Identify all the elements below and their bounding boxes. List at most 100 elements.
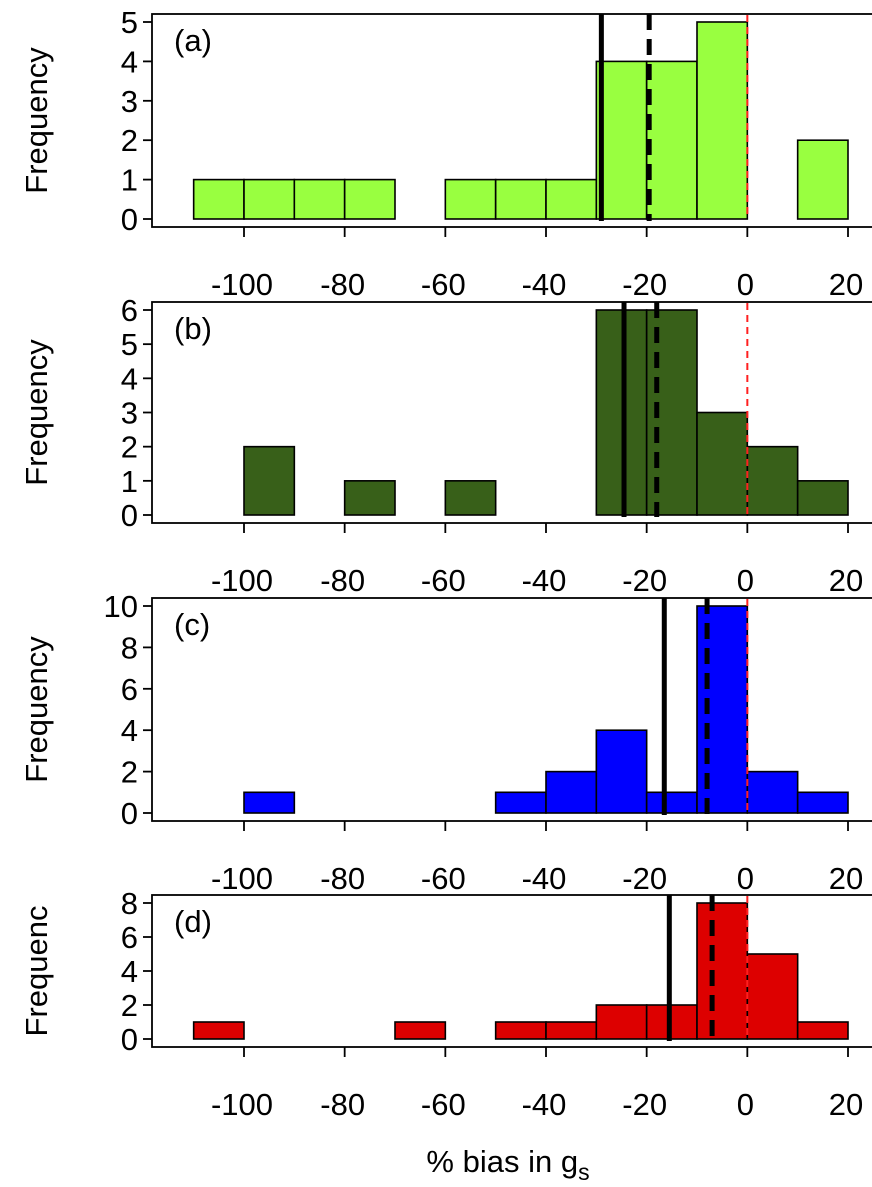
x-tick-label: -40 [522,267,567,302]
histogram-bar [645,60,698,220]
panel-a: 0 1 2 3 4 5 -100 -80 -60 -40 -20 0 20 (a) Frequency [19,5,872,302]
y-tick-label: 2 [121,123,138,158]
x-tick-label: -60 [421,1087,466,1122]
x-tick-label: -60 [421,267,466,302]
x-tick-label: 0 [737,267,754,302]
histogram-bar [444,480,497,516]
y-tick-label: 0 [121,796,138,831]
x-tick-label: -100 [211,267,273,302]
histogram-bar [696,605,749,814]
histogram-bar [746,445,799,516]
x-tick-label: -60 [421,861,466,896]
histogram-bar [494,178,547,220]
histogram-bar [595,729,648,814]
x-tick-label: -40 [522,861,567,896]
histogram-bar [192,1021,245,1040]
histogram-bar [494,1021,547,1040]
y-tick-label: 5 [121,5,138,40]
x-axis-title: % bias in gs [426,1144,589,1185]
histogram-bar [645,309,698,516]
x-tick-label: -40 [522,563,567,598]
histogram-bar [192,178,245,220]
panel-label: (a) [174,23,212,58]
panel-c: 0 2 4 6 8 10 -100 -80 -60 -40 -20 0 20 (c) Frequency [19,589,872,896]
histogram-bar [645,791,698,814]
x-tick-label: -80 [320,1087,365,1122]
panel-label: (c) [174,607,210,642]
histogram-bar [645,1004,698,1040]
y-tick-label: 3 [121,84,138,119]
y-tick-label: 0 [121,202,138,237]
histogram-bar [796,1021,849,1040]
x-tick-label: 20 [829,1087,863,1122]
histogram-bar [343,178,396,220]
histogram-bar [595,309,648,516]
x-tick-label: 0 [737,563,754,598]
histogram-bar [796,480,849,516]
y-tick-label: 4 [121,361,138,396]
histogram-bar [595,60,648,220]
histogram-bar [494,791,547,814]
histogram-bar [343,480,396,516]
y-tick-label: 1 [121,163,138,198]
y-tick-label: 2 [121,988,138,1023]
histogram-bar [595,1004,648,1040]
x-tick-label: -80 [320,861,365,896]
histogram-bar [444,178,497,220]
panel-label: (d) [174,904,212,939]
y-tick-label: 4 [121,713,138,748]
y-tick-label: 1 [121,464,138,499]
y-tick-label: 2 [121,755,138,790]
histogram-bar [545,1021,598,1040]
x-tick-label: -20 [622,267,667,302]
plot-frame [151,597,872,822]
y-tick-label: 3 [121,396,138,431]
y-axis-title: Frequency [19,47,54,194]
x-tick-label: -20 [622,563,667,598]
x-tick-label: -60 [421,563,466,598]
y-axis-title: Frequency [19,339,54,486]
y-tick-label: 5 [121,327,138,362]
histogram-bar [696,902,749,1040]
histogram-bar [545,770,598,814]
x-tick-label: 20 [829,861,863,896]
histogram-bar [243,445,296,516]
histogram-bar [746,953,799,1040]
x-tick-label: -20 [622,1087,667,1122]
y-axis-title: Frequenc [19,906,54,1037]
y-tick-label: 10 [104,589,138,624]
y-tick-label: 6 [121,920,138,955]
y-axis-title: Frequency [19,636,54,783]
x-tick-label: 0 [737,861,754,896]
histogram-bar [796,791,849,814]
panel-label: (b) [174,311,212,346]
histogram-bar [243,178,296,220]
x-tick-label: 20 [829,267,863,302]
x-tick-label: -20 [622,861,667,896]
y-tick-label: 8 [121,630,138,665]
x-tick-label: -100 [211,861,273,896]
y-tick-label: 6 [121,293,138,328]
histogram-bar [243,791,296,814]
y-tick-label: 6 [121,672,138,707]
y-tick-label: 4 [121,954,138,989]
x-tick-label: 20 [829,563,863,598]
histogram-bar [796,139,849,220]
y-tick-label: 8 [121,886,138,921]
plot-frame [151,13,872,228]
histogram-bar [545,178,598,220]
x-tick-label: -80 [320,267,365,302]
x-tick-label: -100 [211,1087,273,1122]
x-tick-label: -40 [522,1087,567,1122]
y-tick-label: 2 [121,430,138,465]
histogram-bar [746,770,799,814]
y-tick-label: 0 [121,1022,138,1057]
x-axis-title-text: % bias in g [426,1144,578,1179]
histogram-bar [394,1021,447,1040]
y-tick-label: 0 [121,498,138,533]
histogram-bar [696,21,749,220]
